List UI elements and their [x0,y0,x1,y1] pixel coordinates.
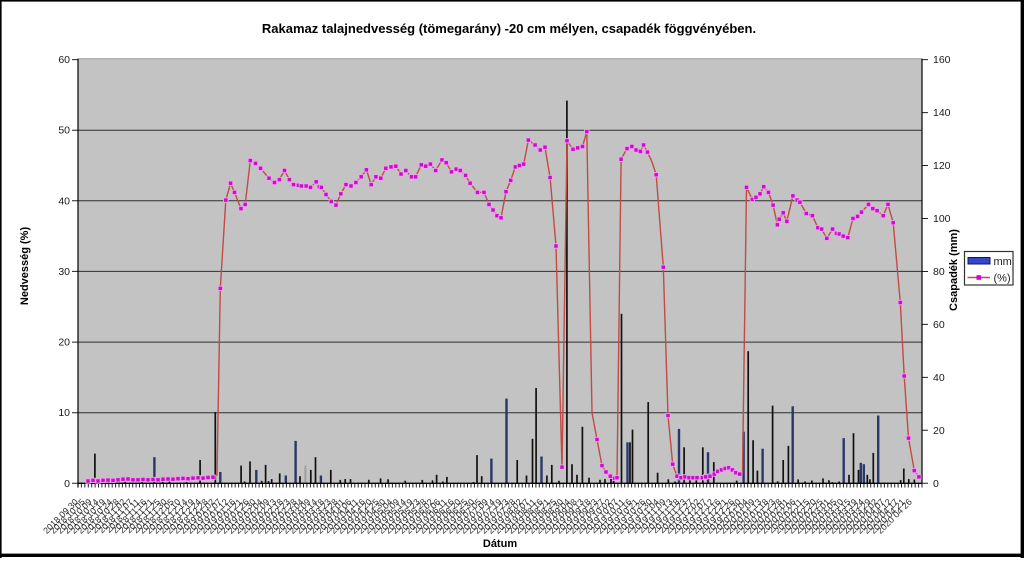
svg-text:140: 140 [933,107,951,119]
svg-text:160: 160 [933,54,951,66]
svg-text:(%): (%) [994,273,1011,285]
svg-text:40: 40 [58,195,70,207]
svg-text:mm: mm [994,256,1012,268]
svg-text:Rakamaz talajnedvesség (tömega: Rakamaz talajnedvesség (tömegarány) -20 … [262,21,756,36]
svg-text:100: 100 [933,213,951,225]
svg-text:Csapadék (mm): Csapadék (mm) [948,229,960,311]
svg-text:0: 0 [933,478,939,490]
svg-text:120: 120 [933,160,951,172]
svg-text:10: 10 [58,407,70,419]
svg-text:Dátum: Dátum [483,538,517,550]
svg-text:Nedvesség (%): Nedvesség (%) [19,227,31,306]
svg-text:60: 60 [933,319,945,331]
svg-text:0: 0 [64,478,70,490]
svg-text:80: 80 [933,266,945,278]
svg-text:30: 30 [58,266,70,278]
svg-text:20: 20 [933,425,945,437]
svg-text:50: 50 [58,125,70,137]
svg-text:40: 40 [933,372,945,384]
svg-text:20: 20 [58,337,70,349]
svg-text:60: 60 [58,54,70,66]
